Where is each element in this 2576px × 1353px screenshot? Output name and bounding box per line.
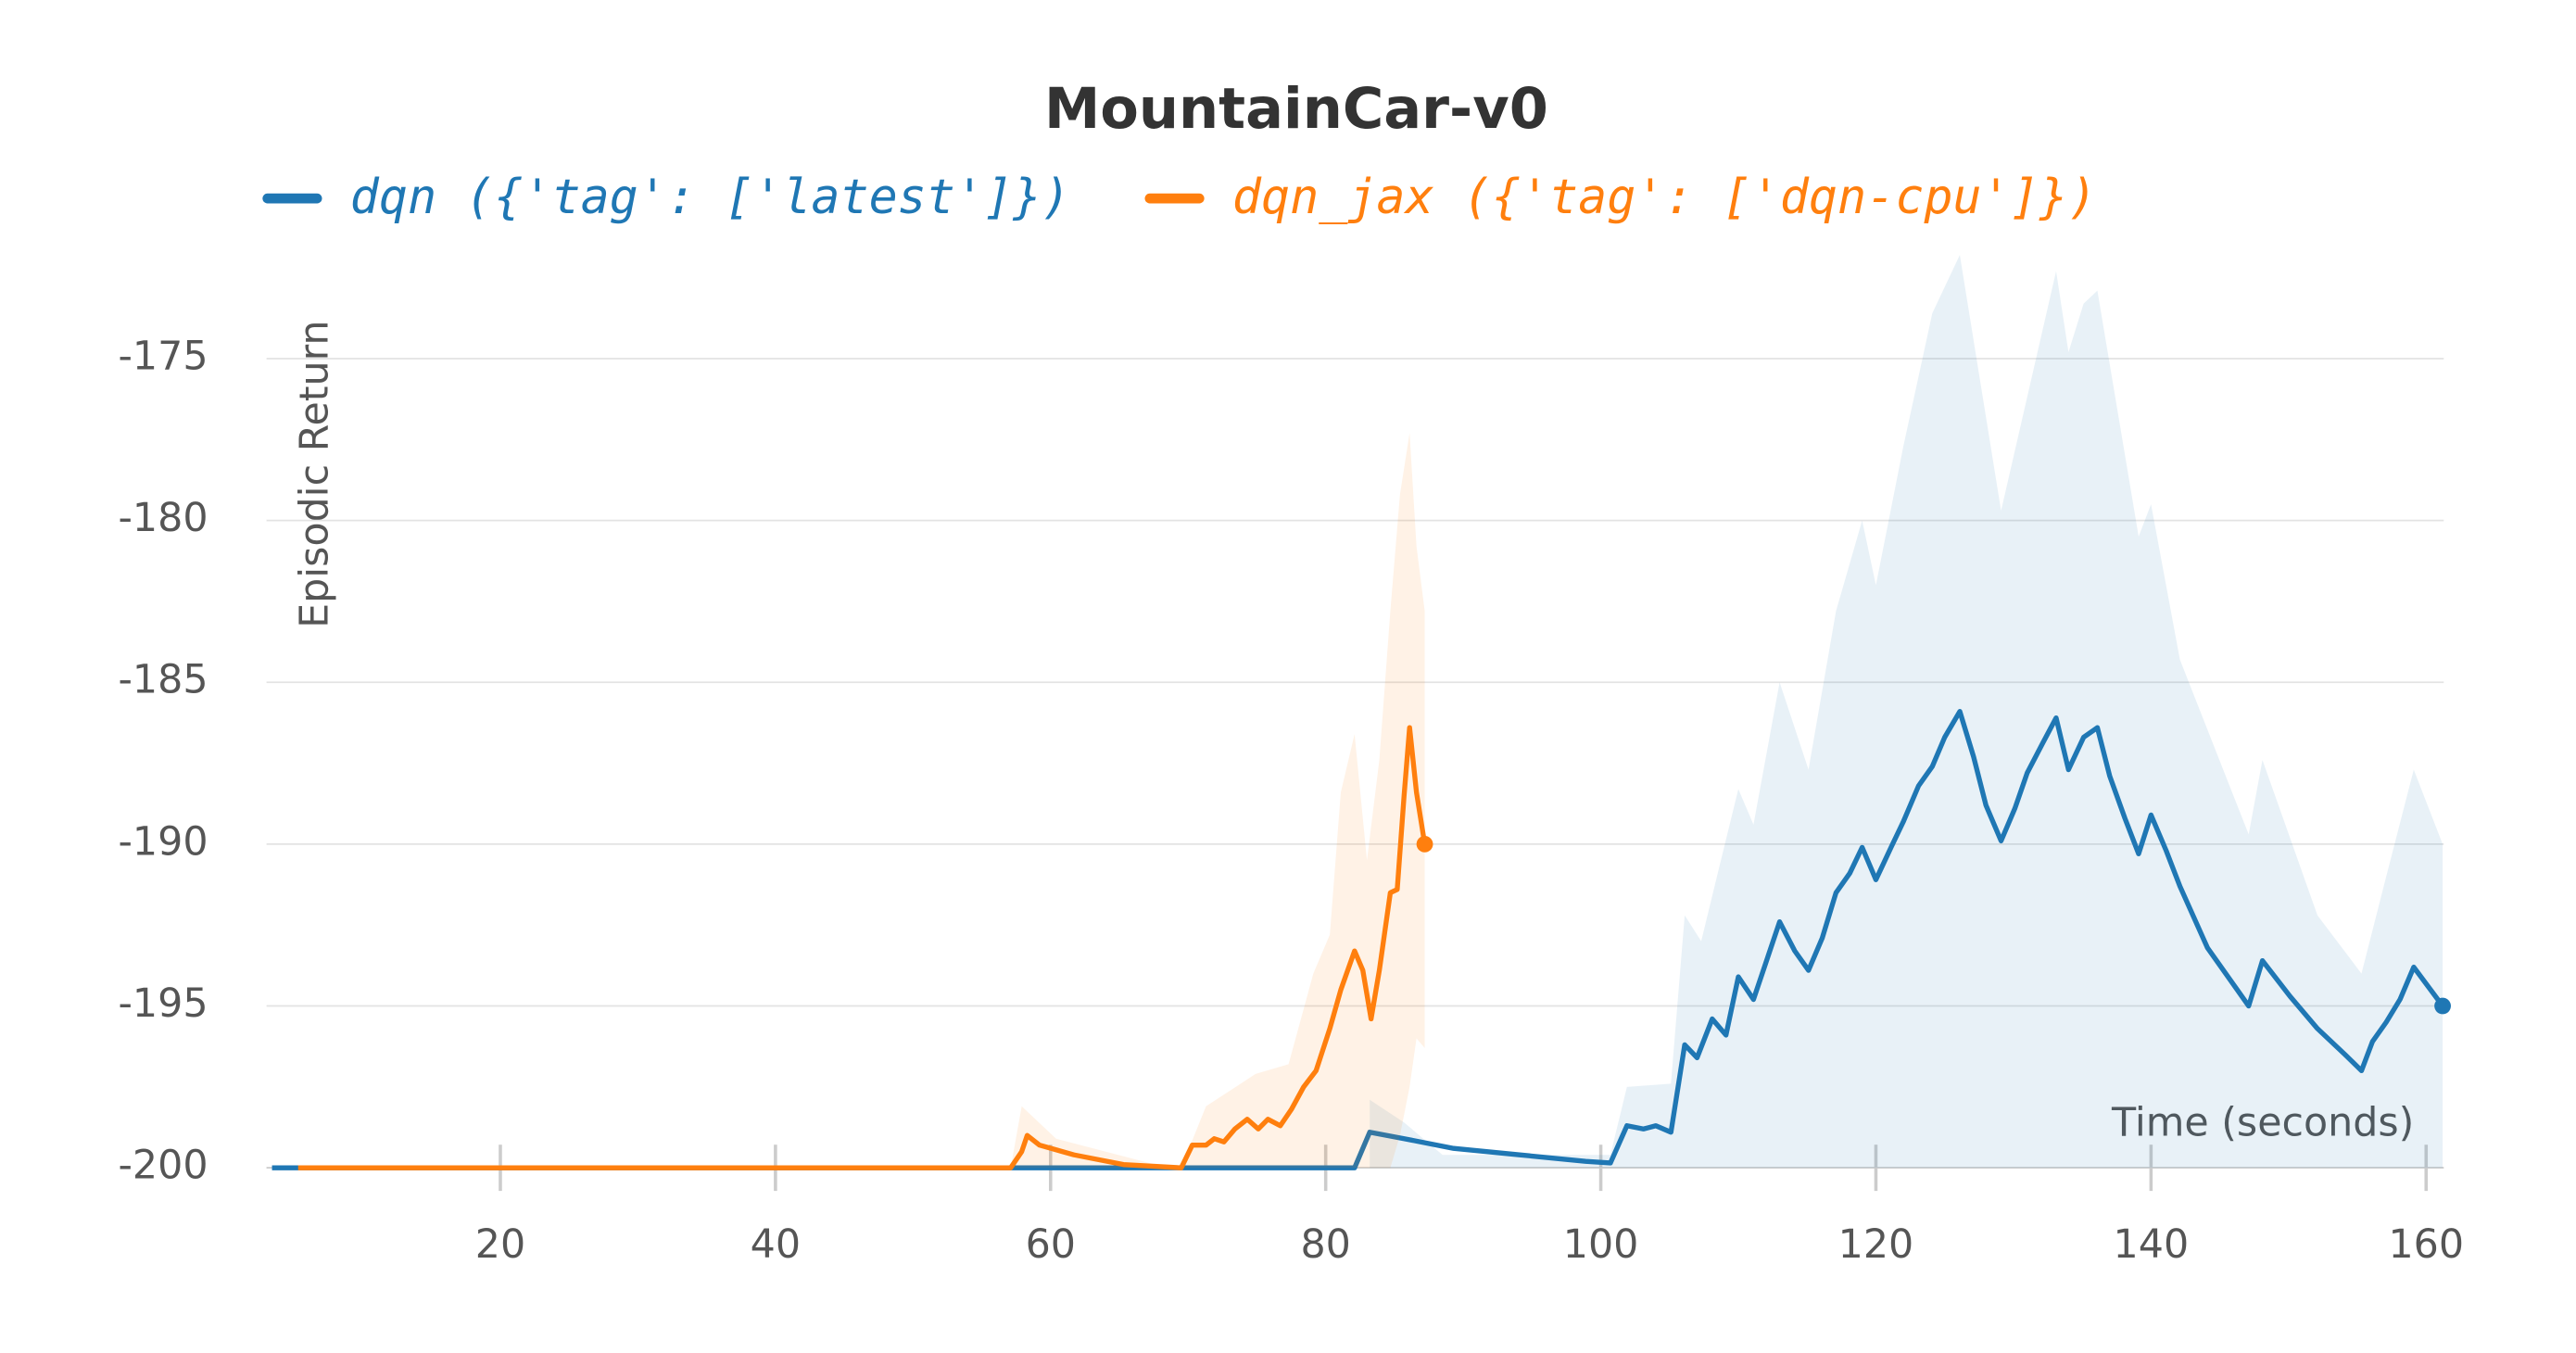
series-line — [271, 708, 2445, 1170]
series-line — [297, 725, 1428, 1170]
x-tick-label: 40 — [751, 1221, 801, 1268]
x-tick-label: 80 — [1300, 1221, 1350, 1268]
y-tick-label: -175 — [119, 333, 208, 379]
y-tick-label: -195 — [119, 980, 208, 1027]
confidence-band — [1010, 433, 1425, 1169]
y-tick-label: -200 — [119, 1143, 208, 1189]
confidence-band — [1370, 255, 2443, 1169]
x-tick-label: 100 — [1563, 1221, 1639, 1268]
y-tick-label: -185 — [119, 657, 208, 703]
x-axis-label: Time (seconds) — [2111, 1099, 2414, 1145]
x-tick-label: 120 — [1838, 1221, 1914, 1268]
y-tick-label: -190 — [119, 818, 208, 865]
y-tick-label: -180 — [119, 495, 208, 541]
legend-label: dqn ({'tag': ['latest']}) — [350, 170, 1071, 225]
legend-label: dqn_jax ({'tag': ['dqn-cpu']}) — [1232, 170, 2097, 225]
chart-title: MountainCar-v0 — [1044, 77, 1548, 142]
end-point — [2434, 997, 2451, 1015]
x-tick-label: 20 — [475, 1221, 525, 1268]
end-point — [1416, 835, 1433, 853]
x-tick-label: 60 — [1026, 1221, 1076, 1268]
x-tick-label: 140 — [2114, 1221, 2190, 1268]
y-axis-label: Episodic Return — [292, 320, 338, 627]
x-tick-label: 160 — [2388, 1221, 2464, 1268]
